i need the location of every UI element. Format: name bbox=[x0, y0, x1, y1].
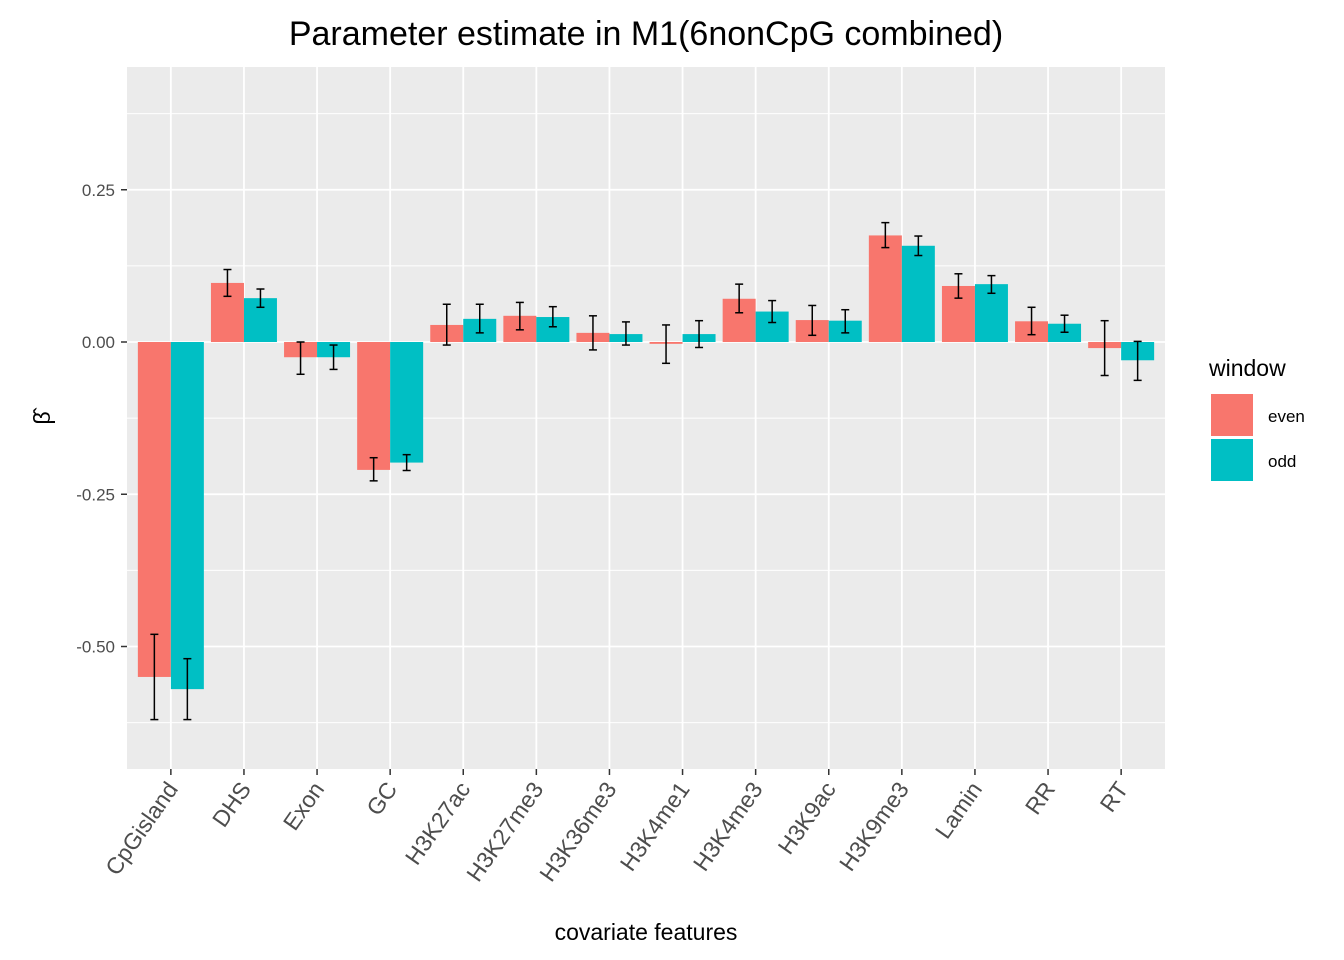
x-tick-label: Exon bbox=[278, 777, 329, 835]
error-bar-even bbox=[442, 303, 451, 346]
error-bar-even bbox=[735, 283, 744, 314]
error-bar-odd bbox=[475, 303, 484, 334]
x-axis-title: covariate features bbox=[555, 919, 738, 945]
minor-gridlines bbox=[127, 113, 1165, 724]
x-tick-label: Lamin bbox=[930, 777, 987, 843]
x-tick-label: RR bbox=[1020, 777, 1060, 819]
y-axis-title: β̂ bbox=[29, 407, 55, 424]
error-bar-odd bbox=[183, 657, 192, 721]
error-bar-even bbox=[808, 304, 817, 337]
x-tick-label: H3K9ac bbox=[773, 777, 841, 859]
error-bar-odd bbox=[987, 274, 996, 295]
y-tick-label: -0.50 bbox=[76, 638, 115, 657]
x-tick-label: H3K4me1 bbox=[615, 777, 695, 876]
x-tick-label: DHS bbox=[207, 777, 256, 832]
y-tick-label: 0.00 bbox=[82, 333, 115, 352]
error-bar-even bbox=[954, 273, 963, 299]
error-bar-even bbox=[223, 268, 232, 298]
legend-key-odd bbox=[1211, 439, 1253, 481]
x-tick-label: H3K4me3 bbox=[688, 777, 768, 876]
x-axis: CpGisland DHS Exon GCH3K27acH3K27me3H3K36me… bbox=[100, 769, 1133, 886]
bar-even bbox=[357, 342, 391, 470]
bar-even bbox=[868, 235, 902, 342]
bars bbox=[137, 235, 1155, 690]
legend-label-even: even bbox=[1268, 407, 1305, 426]
error-bar-odd bbox=[402, 453, 411, 472]
error-bar-even bbox=[881, 221, 890, 249]
x-tick-label: CpGisland bbox=[100, 777, 183, 880]
legend-label-odd: odd bbox=[1268, 452, 1296, 471]
legend: window even odd bbox=[1208, 355, 1305, 481]
error-bar-odd bbox=[329, 344, 338, 371]
x-tick-label: GC bbox=[361, 777, 402, 820]
error-bars bbox=[150, 221, 1142, 721]
legend-title: window bbox=[1208, 355, 1286, 381]
x-tick-label: RT bbox=[1095, 777, 1134, 817]
x-tick-label: H3K9me3 bbox=[834, 777, 914, 876]
error-bar-even bbox=[369, 456, 378, 482]
error-bar-odd bbox=[1060, 314, 1069, 334]
error-bar-odd bbox=[695, 319, 704, 349]
bar-odd bbox=[901, 245, 935, 342]
error-bar-odd bbox=[621, 321, 630, 346]
error-bar-odd bbox=[1133, 340, 1142, 382]
error-bar-odd bbox=[914, 235, 923, 257]
chart-title: Parameter estimate in M1(6nonCpG combine… bbox=[289, 15, 1003, 53]
bar-even bbox=[137, 342, 171, 677]
error-bar-even bbox=[662, 324, 671, 365]
error-bar-even bbox=[1100, 319, 1109, 377]
y-tick-label: -0.25 bbox=[76, 485, 115, 504]
error-bar-odd bbox=[841, 308, 850, 334]
x-tick-label: H3K27ac bbox=[400, 777, 476, 869]
error-bar-even bbox=[150, 633, 159, 721]
y-tick-label: 0.25 bbox=[82, 181, 115, 200]
y-axis: 0.25 0.00 -0.25 -0.50 bbox=[76, 181, 127, 657]
error-bar-even bbox=[515, 301, 524, 331]
error-bar-odd bbox=[768, 299, 777, 324]
error-bar-even bbox=[296, 341, 305, 376]
error-bar-odd bbox=[256, 288, 265, 309]
error-bar-even bbox=[588, 315, 597, 351]
bar-odd bbox=[170, 342, 204, 690]
legend-key-even bbox=[1211, 394, 1253, 436]
error-bar-odd bbox=[548, 305, 557, 328]
error-bar-even bbox=[1027, 306, 1036, 336]
bar-odd bbox=[390, 342, 424, 463]
